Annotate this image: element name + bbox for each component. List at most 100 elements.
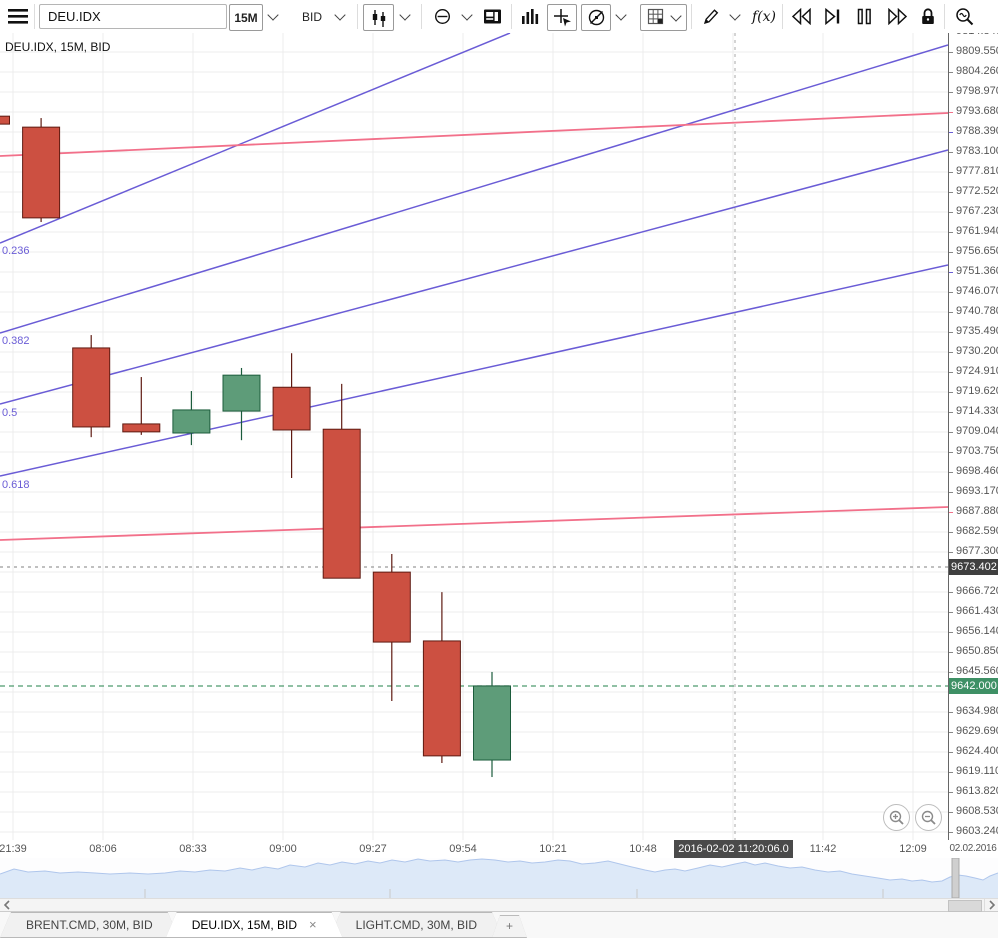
rewind-button[interactable]: [788, 4, 814, 29]
side-dropdown-button[interactable]: [331, 4, 349, 29]
chart-title: DEU.IDX, 15M, BID: [5, 40, 111, 54]
price-tick-label: 9709.040: [956, 425, 998, 437]
candle-body: [172, 409, 211, 434]
price-tick-label: 9735.490: [956, 325, 998, 337]
price-tick-label: 9767.230: [956, 205, 998, 217]
period-separators-dropdown-button[interactable]: [458, 4, 476, 29]
trend-line-upper: [0, 112, 948, 157]
new-tab-button[interactable]: +: [492, 915, 527, 938]
price-axis[interactable]: 9814.840 9809.550 9804.260 9798.970 9793.680…: [948, 33, 998, 840]
candlestick-chart-icon: [372, 9, 385, 27]
tab-label-text: BRENT.CMD, 30M, BID: [26, 918, 153, 932]
lock-icon: [922, 8, 934, 24]
instrument-input[interactable]: [39, 4, 227, 29]
scrollbar-thumb[interactable]: [948, 900, 982, 912]
price-tick-mark: [949, 112, 953, 113]
chart-type-dropdown-button[interactable]: [396, 4, 414, 29]
time-axis[interactable]: 21:39 08:06 08:33 09:00 09:27 09:54 10:21 10:48…: [0, 840, 948, 858]
step-forward-icon: [824, 8, 839, 25]
period-separators-button[interactable]: [429, 4, 456, 29]
crosshair-tool-button[interactable]: [547, 4, 577, 31]
price-tick-label: 9777.810: [956, 165, 998, 177]
hamburger-icon: [8, 9, 28, 24]
toolbar-separator: [944, 4, 945, 29]
price-tick-label: 9682.590: [956, 525, 998, 537]
period-selector[interactable]: 15M: [229, 4, 263, 31]
chart-navigator[interactable]: [0, 857, 998, 899]
fib-fan-label: 0.618: [2, 479, 30, 491]
price-tick-label: 9645.560: [956, 665, 998, 677]
chart-canvas[interactable]: DEU.IDX, 15M, BID 0.236 0.382 0.5 0.618: [0, 33, 948, 841]
news-panel-button[interactable]: [479, 4, 505, 29]
price-tick-label: 9814.840: [956, 33, 998, 37]
draw-tool-button[interactable]: [698, 4, 724, 29]
rewind-icon: [791, 8, 811, 25]
price-tick-label: 9719.620: [956, 385, 998, 397]
tab-brent-cmd[interactable]: BRENT.CMD, 30M, BID: [0, 912, 179, 938]
price-tick-mark: [949, 432, 953, 433]
price-tick-label: 9783.100: [956, 145, 998, 157]
lock-button[interactable]: [917, 4, 939, 29]
fx-icon: f(x): [751, 8, 776, 25]
price-tick-mark: [949, 812, 953, 813]
price-tick-mark: [949, 532, 953, 533]
candlestick-chart: [0, 33, 948, 840]
horizontal-scrollbar[interactable]: [0, 898, 998, 912]
tab-label-text: LIGHT.CMD, 30M, BID: [355, 918, 477, 932]
chart-type-button[interactable]: [363, 4, 394, 31]
price-tick-mark: [949, 232, 953, 233]
price-tick-label: 9661.430: [956, 605, 998, 617]
draw-tool-dropdown-button[interactable]: [726, 4, 744, 29]
price-tick-mark: [949, 612, 953, 613]
fast-forward-icon: [888, 8, 908, 25]
price-tick-label: 9793.680: [956, 105, 998, 117]
tab-deu-idx[interactable]: DEU.IDX, 15M, BID ×: [166, 912, 343, 938]
auto-shift-dropdown-button[interactable]: [612, 4, 630, 29]
time-tick-label: 12:09: [899, 843, 927, 855]
side-selector[interactable]: BID: [295, 4, 329, 29]
fast-forward-button[interactable]: [884, 4, 911, 29]
main-toolbar: 15M BID: [0, 0, 998, 34]
time-tick-label: 10:48: [629, 843, 657, 855]
scroll-left-button[interactable]: [0, 899, 14, 911]
current-price-flag: 9673.402: [949, 559, 998, 575]
grid-settings-button[interactable]: [640, 4, 687, 31]
chevron-down-icon: [399, 8, 411, 21]
zoom-tool-button[interactable]: [951, 4, 979, 29]
price-tick-mark: [949, 632, 953, 633]
chevron-down-icon: [615, 8, 627, 21]
price-tick-mark: [949, 712, 953, 713]
scroll-right-button[interactable]: [984, 899, 998, 911]
time-tick-label: 09:54: [449, 843, 477, 855]
fib-fan-line-05: [0, 149, 948, 405]
price-tick-mark: [949, 312, 953, 313]
step-forward-button[interactable]: [820, 4, 846, 29]
tab-light-cmd[interactable]: LIGHT.CMD, 30M, BID: [330, 912, 503, 938]
indicators-button[interactable]: f(x): [749, 4, 779, 29]
main-menu-button[interactable]: [5, 4, 31, 29]
volume-bars-icon: [521, 9, 538, 24]
tab-close-icon[interactable]: ×: [309, 917, 317, 932]
time-tick-label: 10:21: [539, 843, 567, 855]
fib-fan-line-0236: [0, 33, 511, 244]
candle-body: [122, 423, 161, 433]
price-tick-label: 9650.850: [956, 645, 998, 657]
chevron-down-icon: [729, 8, 741, 21]
toolbar-separator: [782, 4, 783, 29]
time-tick-label: 09:00: [269, 843, 297, 855]
price-tick-label: 9788.390: [956, 125, 998, 137]
navigator-area: [0, 859, 998, 898]
pause-button[interactable]: [852, 4, 876, 29]
magnifier-wave-icon: [956, 7, 974, 25]
volume-button[interactable]: [517, 4, 544, 29]
navigator-handle[interactable]: [951, 857, 960, 899]
price-tick-label: 9798.970: [956, 85, 998, 97]
price-tick-mark: [949, 772, 953, 773]
zoom-out-button[interactable]: [915, 804, 942, 831]
price-tick-mark: [949, 192, 953, 193]
pencil-icon: [703, 9, 718, 25]
time-tick-label: 08:06: [89, 843, 117, 855]
zoom-in-button[interactable]: [883, 804, 910, 831]
period-dropdown-button[interactable]: [264, 4, 282, 29]
auto-shift-button[interactable]: [581, 4, 611, 31]
